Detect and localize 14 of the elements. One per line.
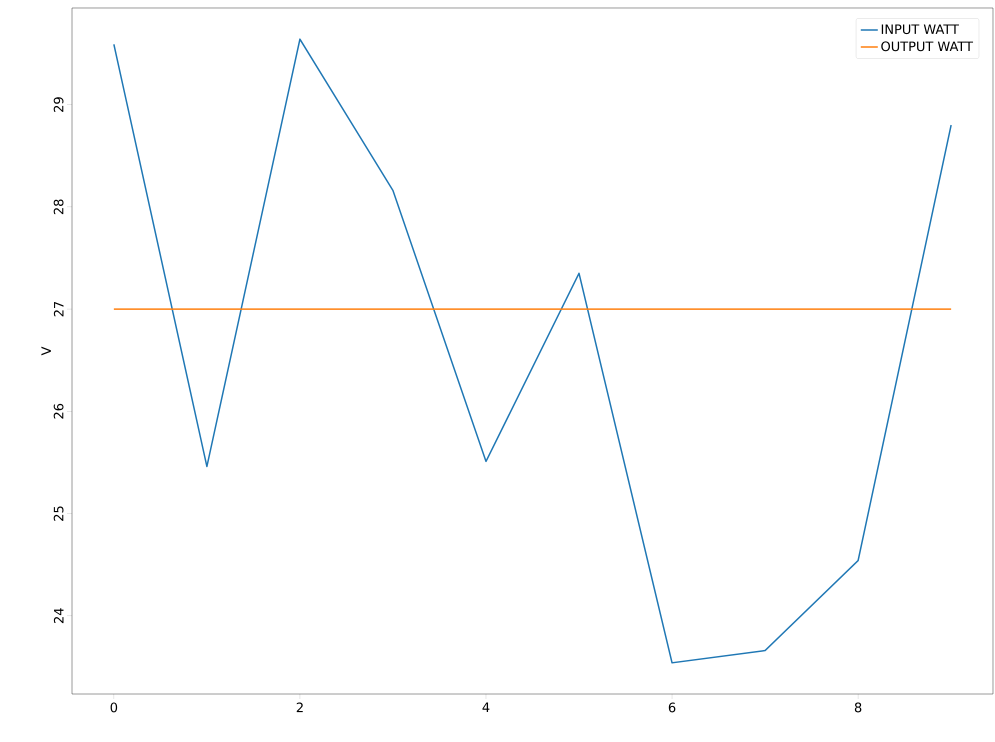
y-tick-label: 26 xyxy=(54,404,64,419)
y-tick-label: 29 xyxy=(54,97,64,112)
legend-label: INPUT WATT xyxy=(882,24,959,34)
y-tick-label: 24 xyxy=(54,608,64,624)
x-tick-label: 2 xyxy=(296,702,303,712)
legend-label: OUTPUT WATT xyxy=(881,41,974,52)
y-tick-label: 25 xyxy=(54,506,64,521)
y-tick-label: 27 xyxy=(54,302,64,316)
x-tick-label: 8 xyxy=(854,702,862,712)
x-tick-label: 6 xyxy=(668,702,676,712)
x-tick-label: 0 xyxy=(110,702,118,712)
y-axis-title: V xyxy=(41,346,51,356)
x-tick-label: 4 xyxy=(482,702,490,712)
y-tick-label: 28 xyxy=(54,199,64,214)
